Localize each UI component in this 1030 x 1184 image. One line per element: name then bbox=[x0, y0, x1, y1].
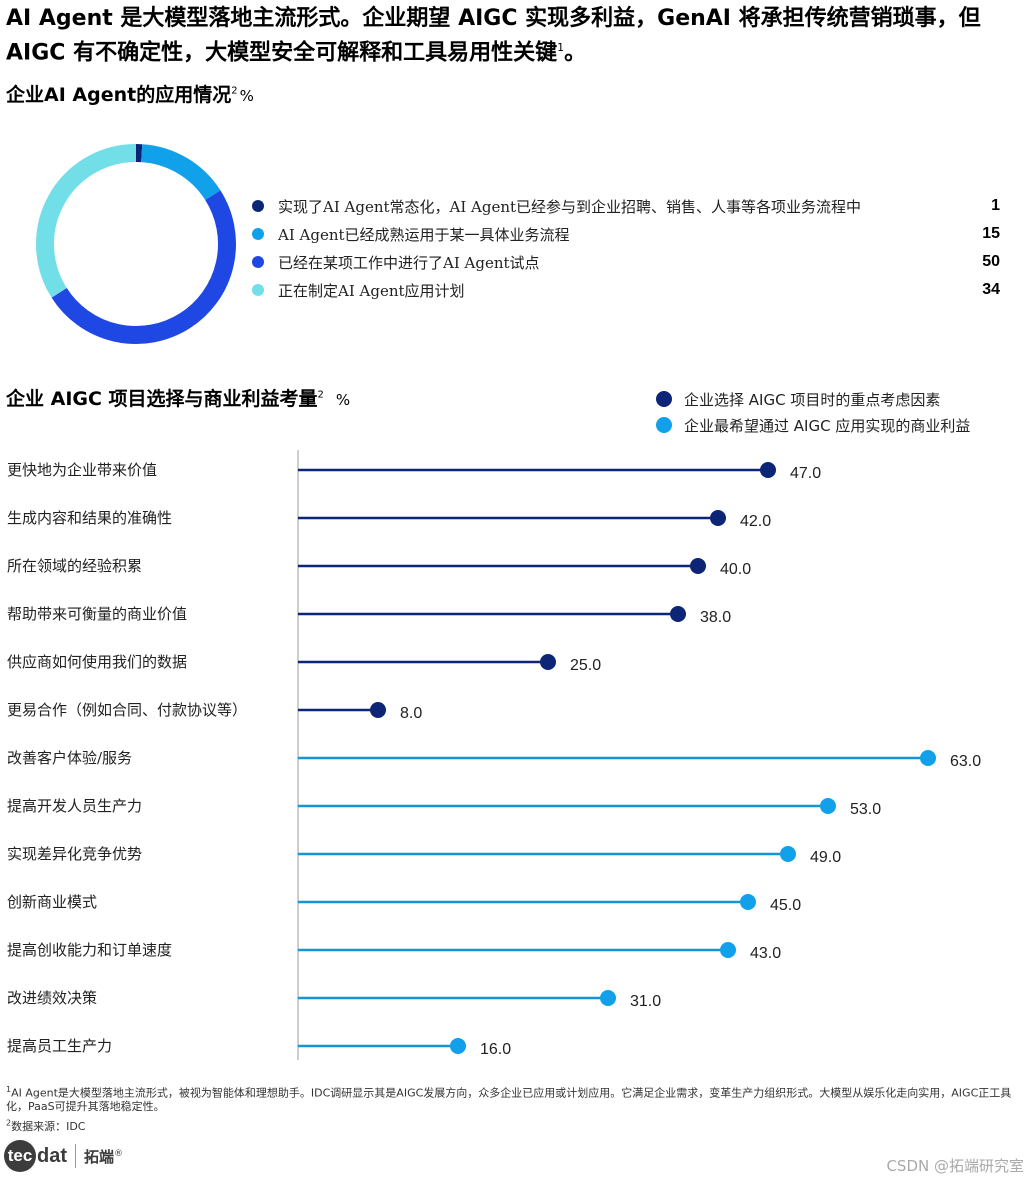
category-label: 帮助带来可衡量的商业价值 bbox=[7, 605, 187, 623]
category-label: 更易合作（例如合同、付款协议等） bbox=[7, 701, 247, 719]
donut-legend-item: 实现了AI Agent常态化，AI Agent已经参与到企业招聘、销售、人事等各… bbox=[252, 192, 1012, 220]
value-label: 47.0 bbox=[790, 465, 821, 482]
data-source: 2数据来源：IDC bbox=[6, 1118, 86, 1133]
legend-dot-icon bbox=[252, 200, 264, 212]
value-label: 31.0 bbox=[630, 993, 661, 1010]
category-label: 改进绩效决策 bbox=[7, 989, 97, 1007]
category-label: 提高员工生产力 bbox=[7, 1037, 112, 1055]
lollipop-chart: 更快地为企业带来价值 47.0 生成内容和结果的准确性 42.0 所在领域的经验积累 40… bbox=[7, 450, 981, 1060]
value-label: 16.0 bbox=[480, 1041, 511, 1058]
value-label: 49.0 bbox=[810, 849, 841, 866]
category-label: 生成内容和结果的准确性 bbox=[7, 509, 172, 527]
donut-slice bbox=[140, 144, 221, 201]
lollipop-dot bbox=[690, 558, 706, 574]
donut-legend-item: 已经在某项工作中进行了AI Agent试点 50 bbox=[252, 248, 1012, 276]
donut-legend-item: AI Agent已经成熟运用于某一具体业务流程 15 bbox=[252, 220, 1012, 248]
value-label: 63.0 bbox=[950, 753, 981, 770]
section2-title: 企业 AIGC 项目选择与商业利益考量2% bbox=[6, 388, 351, 410]
watermark: CSDN @拓端研究室 bbox=[886, 1157, 1024, 1175]
footnote-1: 1AI Agent是大模型落地主流形式，被视为智能体和理想助手。IDC调研显示其… bbox=[6, 1085, 1012, 1113]
lollipop-dot bbox=[780, 846, 796, 862]
value-label: 53.0 bbox=[850, 801, 881, 818]
lollipop-legend-item: 企业选择 AIGC 项目时的重点考虑因素 bbox=[656, 386, 970, 412]
category-label: 更快地为企业带来价值 bbox=[7, 461, 157, 479]
lollipop-dot bbox=[450, 1038, 466, 1054]
value-label: 25.0 bbox=[570, 657, 601, 674]
category-label: 提高开发人员生产力 bbox=[7, 797, 142, 815]
value-label: 45.0 bbox=[770, 897, 801, 914]
legend-dot-icon bbox=[656, 391, 672, 407]
logo-divider bbox=[75, 1144, 76, 1168]
value-label: 42.0 bbox=[740, 513, 771, 530]
legend-dot-icon bbox=[252, 284, 264, 296]
donut-slice bbox=[51, 190, 236, 344]
value-label: 43.0 bbox=[750, 945, 781, 962]
lollipop-legend-item: 企业最希望通过 AIGC 应用实现的商业利益 bbox=[656, 412, 970, 438]
lollipop-dot bbox=[370, 702, 386, 718]
value-label: 40.0 bbox=[720, 561, 751, 578]
lollipop-legend: 企业选择 AIGC 项目时的重点考虑因素 企业最希望通过 AIGC 应用实现的商… bbox=[656, 386, 970, 438]
donut-legend: 实现了AI Agent常态化，AI Agent已经参与到企业招聘、销售、人事等各… bbox=[252, 192, 1012, 304]
headline: AI Agent 是大模型落地主流形式。企业期望 AIGC 实现多利益，GenA… bbox=[6, 6, 981, 66]
donut-legend-item: 正在制定AI Agent应用计划 34 bbox=[252, 276, 1012, 304]
donut-slice bbox=[36, 144, 137, 298]
value-label: 38.0 bbox=[700, 609, 731, 626]
legend-dot-icon bbox=[252, 256, 264, 268]
lollipop-dot bbox=[540, 654, 556, 670]
legend-dot-icon bbox=[252, 228, 264, 240]
legend-dot-icon bbox=[656, 417, 672, 433]
lollipop-dot bbox=[670, 606, 686, 622]
lollipop-dot bbox=[920, 750, 936, 766]
category-label: 创新商业模式 bbox=[7, 893, 97, 911]
lollipop-dot bbox=[600, 990, 616, 1006]
category-label: 提高创收能力和订单速度 bbox=[7, 941, 172, 959]
category-label: 实现差异化竞争优势 bbox=[7, 845, 142, 863]
category-label: 供应商如何使用我们的数据 bbox=[7, 653, 187, 671]
donut-chart bbox=[36, 144, 236, 344]
lollipop-dot bbox=[740, 894, 756, 910]
category-label: 改善客户体验/服务 bbox=[7, 749, 132, 767]
tecdat-logo: tec dat 拓端® bbox=[4, 1140, 123, 1172]
lollipop-dot bbox=[820, 798, 836, 814]
category-label: 所在领域的经验积累 bbox=[7, 557, 142, 575]
lollipop-dot bbox=[760, 462, 776, 478]
section1-title: 企业AI Agent的应用情况2% bbox=[6, 84, 254, 106]
lollipop-dot bbox=[720, 942, 736, 958]
lollipop-dot bbox=[710, 510, 726, 526]
value-label: 8.0 bbox=[400, 705, 422, 722]
